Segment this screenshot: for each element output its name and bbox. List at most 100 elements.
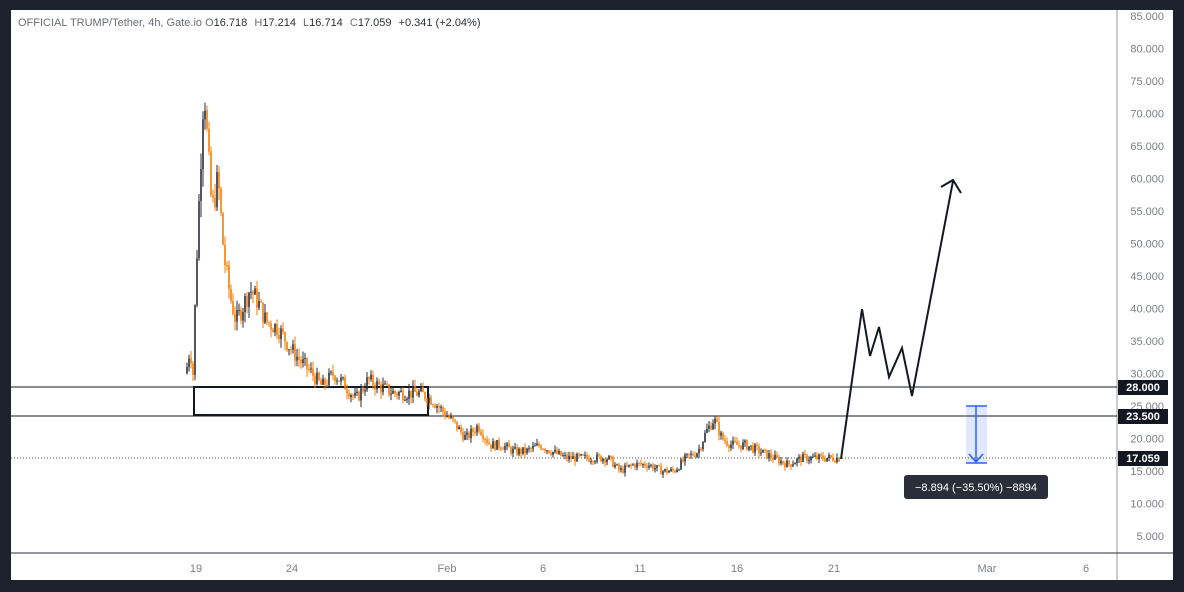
candle-body xyxy=(616,464,618,466)
x-tick-label: 21 xyxy=(828,563,840,575)
candle-body xyxy=(802,453,804,462)
candle-body xyxy=(510,447,512,454)
candle-body xyxy=(640,462,642,465)
candle-body xyxy=(504,446,506,450)
low-value: 16.714 xyxy=(309,17,343,29)
candle-body xyxy=(708,425,710,429)
candle-body xyxy=(552,451,554,455)
candle-body xyxy=(304,357,306,360)
candle-body xyxy=(496,440,498,450)
candle-body xyxy=(214,197,216,208)
symbol-legend[interactable]: OFFICIAL TRUMP/Tether, 4h, Gate.io O16.7… xyxy=(18,17,485,29)
candle-body xyxy=(590,461,592,463)
candle-body xyxy=(744,440,746,443)
candle-body xyxy=(758,446,760,454)
candle-body xyxy=(348,393,350,398)
candle-body xyxy=(682,459,684,462)
candle-body xyxy=(808,460,810,462)
candle-body xyxy=(622,468,624,473)
candle-body xyxy=(630,464,632,466)
candle-body xyxy=(714,418,716,424)
candle-body xyxy=(638,462,640,464)
candle-body xyxy=(322,378,324,385)
candle-body xyxy=(598,454,600,456)
candle-body xyxy=(408,390,410,399)
candle-body xyxy=(702,441,704,450)
candle-body xyxy=(316,372,318,385)
high-label: H xyxy=(254,17,263,29)
candle-body xyxy=(250,291,252,293)
candle-body xyxy=(426,399,428,403)
candle-body xyxy=(576,453,578,462)
candle-body xyxy=(642,463,644,465)
candle-body xyxy=(562,455,564,457)
candle-body xyxy=(556,449,558,454)
candle-body xyxy=(378,381,380,385)
candle-body xyxy=(298,356,300,360)
candle-body xyxy=(190,358,192,364)
candle-body xyxy=(320,379,322,385)
candle-body xyxy=(546,450,548,452)
x-tick-label: 6 xyxy=(540,563,546,575)
candle-body xyxy=(662,471,664,475)
x-tick-label: Feb xyxy=(438,563,457,575)
candle-body xyxy=(382,384,384,393)
candle-body xyxy=(720,432,722,436)
candle-body xyxy=(220,188,222,214)
candle-body xyxy=(454,419,456,422)
candle-body xyxy=(366,377,368,390)
x-tick-label: 6 xyxy=(1083,563,1089,575)
y-tick-label: 70.000 xyxy=(1130,109,1164,121)
candle-body xyxy=(694,455,696,457)
candle-body xyxy=(390,393,392,395)
candle-body xyxy=(626,465,628,467)
candle-body xyxy=(788,460,790,465)
candle-body xyxy=(286,341,288,351)
candle-body xyxy=(740,445,742,450)
candle-body xyxy=(832,457,834,461)
candle-body xyxy=(670,468,672,472)
candle-body xyxy=(574,456,576,462)
candle-body xyxy=(422,387,424,393)
candle-body xyxy=(362,388,364,392)
candle-body xyxy=(738,444,740,446)
price-axis[interactable]: 85.000 80.000 75.000 70.000 65.000 60.000 55.0… xyxy=(1130,11,1164,543)
candle-body xyxy=(272,329,274,333)
candle-body xyxy=(578,453,580,456)
candle-body xyxy=(700,448,702,450)
candle-body xyxy=(324,378,326,385)
candle-body xyxy=(486,439,488,443)
candle-body xyxy=(580,454,582,456)
candle-body xyxy=(692,453,694,456)
candle-body xyxy=(436,406,438,408)
candle-body xyxy=(246,296,248,308)
candle-body xyxy=(732,440,734,445)
candle-body xyxy=(644,463,646,467)
low-label: L xyxy=(303,17,310,29)
candle-body xyxy=(386,383,388,385)
candle-body xyxy=(392,390,394,394)
candle-body xyxy=(816,455,818,460)
candle-body xyxy=(636,462,638,468)
candle-body xyxy=(244,296,246,313)
candle-body xyxy=(450,416,452,418)
candle-body xyxy=(796,458,798,464)
consolidation-box[interactable] xyxy=(193,386,429,416)
candle-body xyxy=(404,399,406,401)
candle-body xyxy=(824,459,826,462)
candle-body xyxy=(696,453,698,457)
candle-body xyxy=(728,445,730,448)
candle-body xyxy=(726,441,728,446)
measure-label: −8.894 (−35.50%) −8894 xyxy=(915,482,1037,494)
candle-body xyxy=(410,390,412,398)
candle-body xyxy=(294,344,296,361)
last-price-tag: 17.059 xyxy=(1126,453,1160,465)
time-axis[interactable]: 19 24 Feb 6 11 16 21 Mar 6 xyxy=(190,563,1089,575)
candle-body xyxy=(230,289,232,301)
candle-body xyxy=(734,440,736,442)
projection-path[interactable] xyxy=(840,180,954,460)
candle-body xyxy=(254,288,256,295)
candle-body xyxy=(602,458,604,462)
candle-body xyxy=(618,464,620,470)
